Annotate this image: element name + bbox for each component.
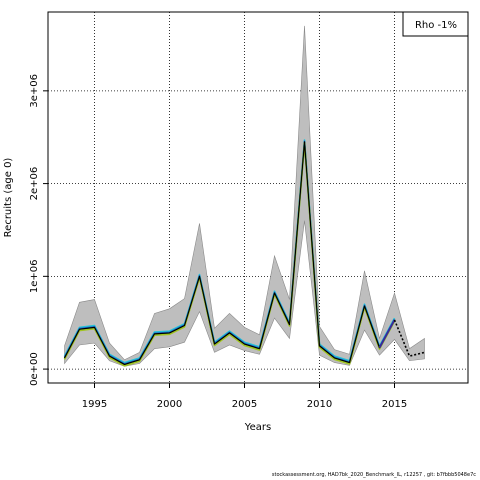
legend-label: Rho -1% <box>415 20 457 31</box>
y-axis: 0e+00 1e+06 2e+06 3e+06 <box>29 74 48 386</box>
retro-series-line <box>63 142 396 367</box>
legend: Rho -1% <box>402 11 469 37</box>
grid-lines <box>48 12 468 383</box>
x-axis: 1995 2000 2005 2010 2015 <box>82 383 407 410</box>
x-tick-label: 1995 <box>82 399 107 410</box>
retro-series-line <box>63 139 396 364</box>
y-tick-label: 1e+06 <box>29 260 40 294</box>
x-tick-label: 2000 <box>157 399 182 410</box>
y-tick-label: 0e+00 <box>29 352 40 386</box>
x-tick-label: 2005 <box>232 399 257 410</box>
legend-box <box>402 11 469 37</box>
x-tick-label: 2015 <box>382 399 407 410</box>
base-series-line <box>63 141 396 366</box>
plot-frame <box>47 11 469 384</box>
y-axis-title: Recruits (age 0) <box>3 158 14 238</box>
projection-line <box>393 319 425 358</box>
y-tick-label: 2e+06 <box>29 167 40 201</box>
footer-caption: stockassessment.org, HAD7bk_2020_Benchma… <box>271 472 476 478</box>
y-tick-label: 3e+06 <box>29 74 40 108</box>
series-layer <box>63 139 425 367</box>
x-axis-title: Years <box>244 422 271 433</box>
latest-peel-line <box>378 319 396 349</box>
x-tick-label: 2010 <box>307 399 332 410</box>
